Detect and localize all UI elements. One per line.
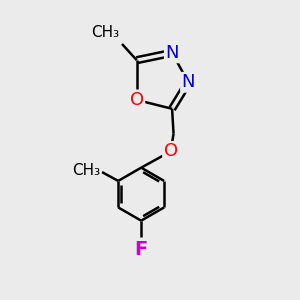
Text: N: N bbox=[165, 44, 179, 62]
Text: CH₃: CH₃ bbox=[72, 163, 100, 178]
Text: N: N bbox=[182, 73, 195, 91]
Text: F: F bbox=[134, 240, 148, 260]
Text: O: O bbox=[164, 142, 178, 160]
Text: CH₃: CH₃ bbox=[92, 26, 120, 40]
Text: O: O bbox=[130, 91, 144, 109]
